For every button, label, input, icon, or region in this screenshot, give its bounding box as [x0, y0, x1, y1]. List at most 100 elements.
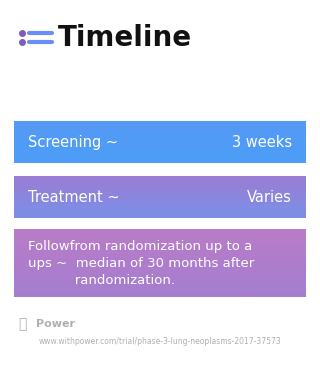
Bar [14, 294, 306, 296]
Bar [14, 195, 306, 197]
Bar [14, 193, 306, 194]
Bar [14, 161, 306, 163]
Bar [14, 139, 306, 140]
Bar [14, 274, 306, 276]
Bar [14, 279, 306, 280]
Bar [14, 150, 306, 151]
Bar [14, 128, 306, 130]
Bar [14, 252, 306, 254]
Bar [14, 131, 306, 132]
Text: Treatment ~: Treatment ~ [28, 190, 120, 205]
Bar [14, 211, 306, 212]
Bar [14, 132, 306, 134]
Bar [14, 296, 306, 297]
Bar [14, 156, 306, 157]
Bar [14, 178, 306, 180]
Text: Timeline: Timeline [58, 23, 192, 51]
Bar [14, 130, 306, 132]
Bar [14, 149, 306, 150]
Bar [14, 207, 306, 208]
Bar [14, 243, 306, 244]
Bar [14, 148, 306, 149]
Bar [14, 232, 306, 234]
Bar [14, 229, 306, 230]
Text: Screening ~: Screening ~ [28, 135, 118, 150]
Bar [14, 204, 306, 206]
Bar [14, 245, 306, 246]
Bar [14, 185, 306, 187]
Bar [14, 283, 306, 285]
Bar [14, 251, 306, 253]
Bar [14, 293, 306, 295]
Bar [14, 238, 306, 240]
Bar [14, 289, 306, 291]
Bar [14, 287, 306, 288]
Bar [14, 291, 306, 293]
Bar [14, 210, 306, 211]
Bar [14, 151, 306, 152]
Text: ⛨: ⛨ [18, 317, 26, 331]
Bar [14, 125, 306, 126]
Bar [14, 153, 306, 154]
Bar [14, 256, 306, 258]
Bar [14, 270, 306, 271]
Bar [14, 217, 306, 218]
Bar [14, 206, 306, 207]
Bar [14, 272, 306, 273]
Bar [14, 202, 306, 203]
Bar [14, 188, 306, 189]
Bar [14, 216, 306, 217]
Bar [14, 207, 306, 208]
Bar [14, 142, 306, 143]
Bar [14, 201, 306, 202]
Bar [14, 209, 306, 210]
Bar [14, 137, 306, 138]
Bar [14, 204, 306, 205]
Bar [14, 180, 306, 181]
Bar [14, 239, 306, 241]
Bar [14, 292, 306, 294]
Bar [14, 195, 306, 196]
Bar [14, 254, 306, 255]
Bar [14, 208, 306, 209]
Bar [14, 192, 306, 193]
Bar [14, 217, 306, 218]
Bar [14, 200, 306, 201]
Bar [14, 135, 306, 137]
Bar [14, 266, 306, 268]
Bar [14, 288, 306, 289]
Bar [14, 241, 306, 243]
Bar [14, 203, 306, 204]
Bar [14, 146, 306, 147]
Bar [14, 126, 306, 127]
Bar [14, 212, 306, 214]
Bar [14, 135, 306, 136]
Bar [14, 157, 306, 159]
Bar [14, 184, 306, 185]
Bar [14, 161, 306, 162]
Bar [14, 231, 306, 233]
Bar [14, 141, 306, 142]
Bar [14, 134, 306, 135]
Bar [14, 189, 306, 190]
Bar [14, 184, 306, 185]
Bar [14, 124, 306, 125]
Bar [14, 121, 306, 122]
Bar [14, 269, 306, 270]
Bar [14, 138, 306, 139]
Bar [14, 267, 306, 269]
Bar [14, 261, 306, 262]
Bar [14, 160, 306, 161]
Text: www.withpower.com/trial/phase-3-lung-neoplasms-2017-37573: www.withpower.com/trial/phase-3-lung-neo… [39, 337, 281, 345]
Bar [14, 121, 306, 123]
Bar [14, 277, 306, 279]
Bar [14, 275, 306, 277]
Bar [14, 236, 306, 237]
Bar [14, 143, 306, 144]
Bar [14, 213, 306, 214]
Text: Power: Power [36, 319, 75, 329]
Bar [14, 178, 306, 179]
Bar [14, 154, 306, 155]
Bar [14, 176, 306, 177]
Bar [14, 244, 306, 245]
